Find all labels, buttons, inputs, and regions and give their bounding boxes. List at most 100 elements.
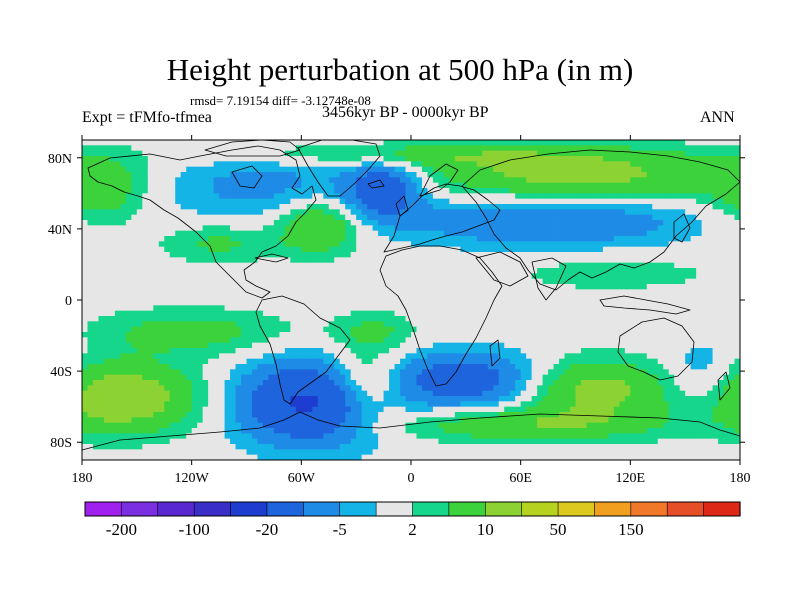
field-cell	[591, 326, 598, 333]
field-cell	[279, 268, 286, 274]
field-cell	[701, 326, 708, 333]
field-cell	[498, 220, 505, 226]
field-cell	[465, 337, 472, 344]
field-cell	[476, 358, 483, 365]
field-cell	[723, 156, 730, 162]
field-cell	[531, 241, 538, 248]
field-cell	[224, 252, 231, 258]
field-cell	[602, 182, 609, 189]
field-cell	[729, 140, 735, 146]
field-cell	[570, 353, 576, 360]
field-cell	[685, 332, 692, 338]
field-cell	[262, 166, 269, 173]
field-cell	[586, 241, 593, 248]
field-cell	[657, 193, 664, 200]
field-cell	[87, 342, 94, 349]
field-cell	[712, 156, 719, 162]
field-cell	[350, 257, 357, 264]
field-cell	[186, 332, 193, 338]
field-cell	[284, 220, 291, 226]
field-cell	[158, 262, 165, 269]
field-cell	[120, 166, 127, 173]
field-cell	[668, 262, 675, 269]
field-cell	[542, 305, 549, 312]
field-cell	[465, 225, 472, 232]
field-cell	[328, 204, 335, 210]
field-cell	[295, 273, 302, 280]
field-cell	[142, 294, 149, 301]
field-cell	[191, 268, 198, 274]
field-cell	[103, 225, 110, 232]
field-cell	[279, 342, 286, 349]
field-cell	[241, 332, 247, 338]
field-cell	[312, 166, 319, 173]
field-cell	[98, 198, 105, 205]
field-cell	[301, 225, 308, 232]
field-cell	[559, 188, 565, 194]
field-cell	[202, 204, 209, 210]
field-cell	[290, 337, 297, 344]
field-cell	[301, 348, 308, 354]
field-cell	[295, 188, 302, 194]
field-cell	[580, 209, 587, 216]
field-cell	[125, 348, 132, 354]
field-cell	[301, 166, 308, 173]
field-cell	[586, 278, 593, 285]
field-cell	[389, 268, 395, 274]
field-cell	[537, 284, 543, 290]
field-cell	[729, 273, 735, 280]
field-cell	[580, 177, 587, 184]
field-cell	[317, 257, 324, 264]
field-cell	[219, 342, 225, 349]
field-cell	[98, 337, 105, 344]
field-cell	[564, 198, 571, 205]
field-cell	[553, 161, 560, 168]
field-cell	[219, 172, 225, 178]
field-cell	[712, 198, 719, 205]
field-cell	[471, 326, 478, 333]
field-cell	[186, 326, 193, 333]
field-cell	[202, 140, 209, 146]
field-cell	[131, 230, 138, 237]
field-cell	[251, 278, 258, 285]
field-cell	[449, 337, 456, 344]
field-cell	[284, 278, 291, 285]
field-cell	[427, 198, 434, 205]
field-cell	[416, 316, 423, 322]
field-cell	[339, 326, 346, 333]
field-cell	[707, 182, 713, 189]
field-cell	[257, 289, 264, 296]
field-cell	[334, 220, 341, 226]
field-cell	[416, 326, 423, 333]
field-cell	[290, 278, 297, 285]
field-cell	[729, 193, 735, 200]
field-cell	[208, 316, 214, 322]
field-cell	[718, 289, 724, 296]
field-cell	[575, 236, 582, 242]
field-cell	[197, 172, 204, 178]
field-cell	[657, 321, 664, 328]
field-cell	[707, 273, 713, 280]
field-cell	[646, 262, 653, 269]
field-cell	[564, 337, 571, 344]
field-cell	[690, 348, 697, 354]
field-cell	[542, 230, 549, 237]
field-cell	[602, 252, 609, 258]
field-cell	[520, 236, 527, 242]
field-cell	[136, 268, 143, 274]
field-cell	[438, 220, 445, 226]
field-cell	[652, 145, 659, 152]
field-cell	[180, 257, 187, 264]
field-cell	[646, 310, 653, 317]
field-cell	[136, 337, 143, 344]
field-cell	[202, 278, 209, 285]
field-cell	[87, 236, 94, 242]
field-cell	[87, 278, 94, 285]
field-cell	[553, 204, 560, 210]
field-cell	[202, 193, 209, 200]
field-cell	[630, 236, 637, 242]
field-cell	[383, 166, 390, 173]
field-cell	[290, 284, 297, 290]
field-cell	[383, 225, 390, 232]
field-cell	[575, 230, 582, 237]
